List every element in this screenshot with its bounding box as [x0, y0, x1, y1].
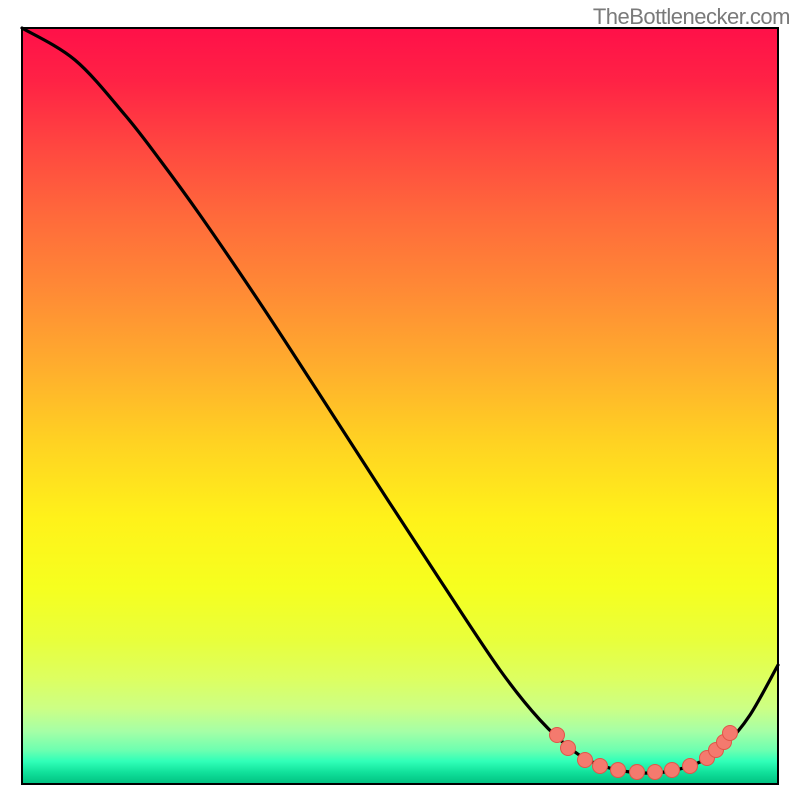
- curve-marker: [561, 741, 576, 756]
- curve-marker: [723, 726, 738, 741]
- bottleneck-chart: TheBottlenecker.com: [0, 0, 800, 800]
- curve-marker: [648, 765, 663, 780]
- curve-marker: [593, 759, 608, 774]
- curve-marker: [578, 753, 593, 768]
- curve-marker: [611, 763, 626, 778]
- curve-marker: [665, 763, 680, 778]
- chart-svg: [0, 0, 800, 800]
- gradient-background: [22, 28, 778, 784]
- attribution-label: TheBottlenecker.com: [593, 4, 790, 30]
- curve-marker: [683, 759, 698, 774]
- curve-marker: [630, 765, 645, 780]
- curve-marker: [550, 728, 565, 743]
